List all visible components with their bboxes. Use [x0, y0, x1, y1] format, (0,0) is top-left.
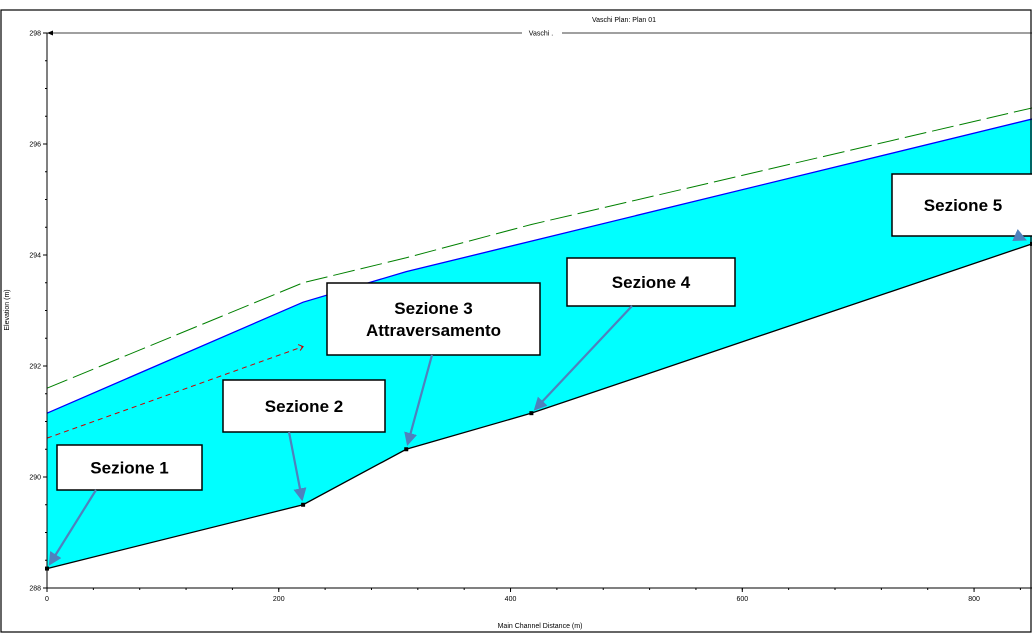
energy-line: [46, 107, 1032, 389]
x-tick-label: 800: [968, 596, 980, 603]
callout-arrow: [1012, 229, 1027, 242]
callout-sezione-3: Sezione 3 Attraversamento: [326, 282, 541, 447]
callout-sezione-4: Sezione 4: [533, 257, 736, 411]
callout-arrow: [48, 489, 97, 566]
critical-line-end-marker: [297, 344, 304, 351]
chart-title: Vaschi Plan: Plan 01: [592, 17, 656, 24]
x-tick-label: 200: [273, 596, 285, 603]
y-tick-label: 288: [29, 586, 41, 593]
x-tick-label: 0: [45, 596, 49, 603]
callout-label: Sezione 2: [265, 397, 343, 416]
callout-label: Sezione 3: [394, 299, 472, 318]
x-tick-label: 400: [505, 596, 517, 603]
reach-arrow-left: [47, 30, 53, 36]
axes: 288 290 292 294 296 298 0 200 400 600 800: [0, 9, 1032, 633]
callout-arrow: [533, 305, 633, 411]
section-point: [404, 447, 409, 452]
callout-box: [326, 282, 541, 356]
x-axis-label: Main Channel Distance (m): [498, 623, 583, 630]
callout-sezione-1: Sezione 1: [48, 444, 203, 566]
callout-label: Sezione 5: [924, 196, 1002, 215]
y-tick-label: 294: [29, 253, 41, 260]
y-tick-label: 290: [29, 475, 41, 482]
water-line: [46, 118, 1032, 414]
critical-line: [46, 346, 304, 439]
callouts: Sezione 1 Sezione 2 Sezione 3 Attraversamen…: [48, 173, 1032, 566]
callout-box: [56, 444, 203, 491]
outer-frame: [0, 9, 1032, 633]
y-tick-label: 292: [29, 364, 41, 371]
section-point: [301, 502, 306, 507]
callout-sezione-5: Sezione 5: [891, 173, 1032, 242]
callout-sezione-2: Sezione 2: [222, 379, 386, 502]
y-tick-label: 298: [29, 31, 41, 38]
callout-arrow: [287, 431, 307, 502]
callout-label: Sezione 4: [612, 273, 691, 292]
callout-label: Sezione 1: [90, 459, 168, 478]
y-tick-label: 296: [29, 142, 41, 149]
x-tick-label: 600: [736, 596, 748, 603]
callout-box: [566, 257, 736, 307]
reach-indicator: Vaschi .: [47, 30, 1032, 38]
reach-label: Vaschi .: [529, 31, 553, 38]
y-axis-label: Elevation (m): [4, 289, 11, 330]
callout-label: Attraversamento: [366, 321, 501, 340]
section-point: [529, 411, 534, 416]
callout-box: [222, 379, 386, 433]
callout-arrow: [404, 354, 434, 447]
callout-box: [891, 173, 1032, 237]
